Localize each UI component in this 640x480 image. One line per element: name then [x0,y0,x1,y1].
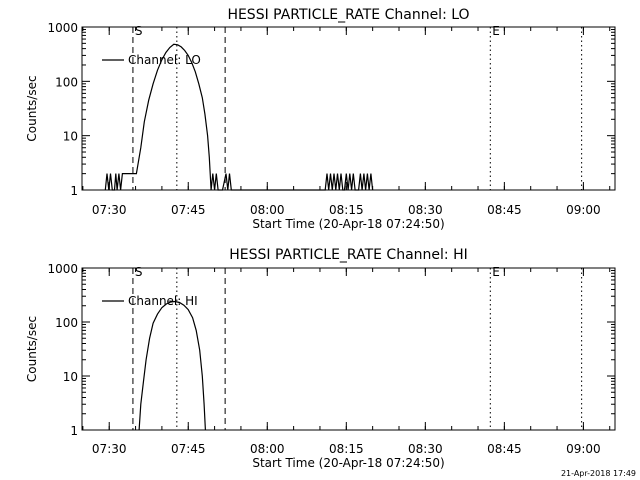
chart-title: HESSI PARTICLE_RATE Channel: LO [227,7,469,23]
chart-title: HESSI PARTICLE_RATE Channel: HI [229,247,467,263]
legend-label: Channel: LO [128,53,201,67]
footer-timestamp: 21-Apr-2018 17:49 [561,469,636,478]
y-tick-label: 1 [70,424,78,438]
y-tick-label: 1000 [47,262,78,276]
x-axis-label: Start Time (20-Apr-18 07:24:50) [252,456,444,470]
y-tick-label: 100 [55,316,78,330]
plot-frame [81,26,616,191]
chart-panel-hi: HESSI PARTICLE_RATE Channel: HI 07:30 07:4… [25,247,616,470]
x-tick-label: 07:45 [171,203,206,217]
event-marker-label: S [135,24,143,38]
x-axis-label: Start Time (20-Apr-18 07:24:50) [252,217,444,231]
legend-label: Channel: HI [128,294,198,308]
x-tick-label: 08:45 [487,442,522,456]
x-tick-label: 09:00 [566,203,601,217]
x-tick-label: 09:00 [566,442,601,456]
chart-panel-lo: HESSI PARTICLE_RATE Channel: LO 07:30 07:4… [25,7,616,231]
plot-frame [81,267,616,431]
event-marker-label: S [135,265,143,279]
x-tick-label: 07:30 [92,442,127,456]
series-line [138,300,206,431]
event-marker-label: E [492,24,500,38]
x-tick-label: 07:30 [92,203,127,217]
event-marker-label: E [492,265,500,279]
x-tick-label: 08:15 [329,203,364,217]
series-line [104,43,374,191]
x-tick-label: 08:30 [408,203,443,217]
x-tick-label: 08:00 [250,203,285,217]
y-axis-label: Counts/sec [25,316,39,382]
x-tick-label: 08:30 [408,442,443,456]
y-tick-label: 100 [55,75,78,89]
y-tick-label: 1000 [47,21,78,35]
x-tick-label: 07:45 [171,442,206,456]
y-tick-label: 10 [63,370,78,384]
x-tick-label: 08:15 [329,442,364,456]
y-tick-label: 1 [70,184,78,198]
y-axis-label: Counts/sec [25,75,39,141]
x-tick-label: 08:45 [487,203,522,217]
y-tick-label: 10 [63,130,78,144]
x-tick-label: 08:00 [250,442,285,456]
